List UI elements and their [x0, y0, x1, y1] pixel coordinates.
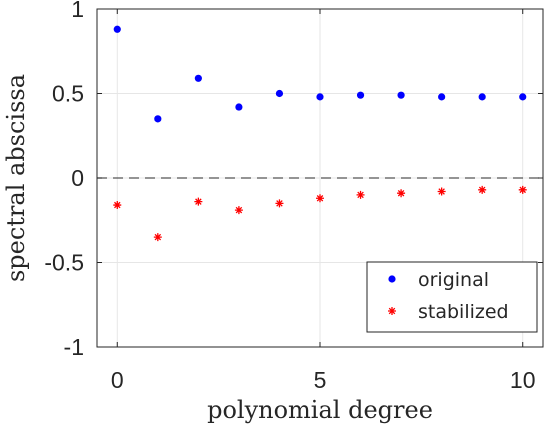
legend-label-original: original	[418, 269, 489, 291]
x-tick-label: 10	[510, 367, 536, 393]
stabilized-point-glyph	[153, 233, 162, 242]
legend: original stabilized	[366, 261, 538, 333]
tick-labels: 0 5 10 -1 -0.5 0 0.5 1	[44, 0, 535, 393]
legend-box	[366, 261, 538, 333]
stabilized-point-glyph	[275, 199, 284, 208]
y-axis-title: spectral abscissa	[2, 74, 30, 282]
y-tick-label: -1	[64, 334, 84, 360]
stabilized-point-glyph	[397, 189, 406, 198]
stabilized-point-glyph	[234, 206, 243, 215]
y-tick-label: -0.5	[44, 250, 84, 276]
stabilized-point	[194, 197, 203, 206]
original-point	[194, 74, 202, 82]
y-tick-label: 0.5	[52, 81, 84, 107]
original-point	[478, 93, 486, 101]
stabilized-point	[275, 199, 284, 208]
original-point	[438, 93, 446, 101]
x-axis-title: polynomial degree	[207, 396, 433, 424]
legend-marker-original	[388, 275, 396, 283]
stabilized-point	[234, 206, 243, 215]
legend-dot-original	[388, 275, 396, 283]
legend-label-stabilized: stabilized	[418, 301, 509, 323]
stabilized-point-glyph	[356, 190, 365, 199]
stabilized-point	[113, 201, 122, 210]
original-point	[356, 91, 365, 99]
y-tick-label: 1	[71, 0, 84, 22]
original-point	[113, 25, 121, 33]
stabilized-point-glyph	[518, 185, 527, 194]
stabilized-point-glyph	[113, 201, 122, 210]
legend-asterisk-stabilized	[388, 307, 396, 315]
stabilized-point	[316, 194, 324, 203]
data-marks	[113, 25, 527, 242]
stabilized-point-glyph	[437, 187, 446, 196]
original-point	[316, 93, 324, 101]
x-tick-label: 5	[314, 367, 327, 393]
stabilized-point	[518, 185, 527, 194]
stabilized-point	[478, 185, 487, 194]
stabilized-point	[356, 190, 365, 199]
stabilized-point-glyph	[194, 197, 203, 206]
legend-marker-stabilized	[388, 307, 396, 315]
original-point	[235, 103, 243, 111]
stabilized-point	[397, 189, 406, 198]
original-point	[275, 89, 284, 98]
original-point	[154, 115, 162, 123]
stabilized-point	[153, 233, 162, 242]
original-point	[397, 91, 405, 99]
stabilized-point-glyph	[478, 185, 487, 194]
y-tick-label: 0	[71, 165, 84, 191]
stabilized-point	[437, 187, 446, 196]
axis-ticks	[97, 8, 543, 348]
original-point	[519, 93, 527, 101]
x-tick-label: 0	[111, 367, 124, 393]
legend-asterisk-stabilized-glyph	[388, 307, 396, 315]
stabilized-point-glyph	[316, 194, 324, 203]
